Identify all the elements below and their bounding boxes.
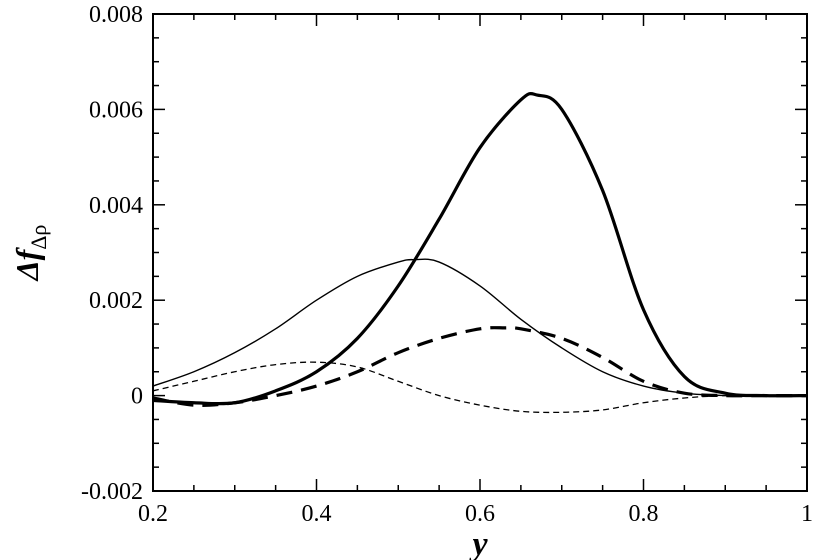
x-tick-label: 1	[801, 501, 813, 527]
y-tick-label: 0.004	[89, 193, 143, 219]
y-axis-title-main: Δf	[9, 246, 45, 282]
y-tick-label: 0.008	[89, 2, 143, 28]
tick-labels-layer: 0.2 0.4 0.6 0.8 1 -0.002 0 0.002 0.004 0.006 0.008	[81, 2, 813, 527]
plot-frame	[152, 13, 808, 492]
series-line-thick-dashed	[153, 326, 807, 407]
y-tick-label: 0.006	[89, 97, 143, 123]
series-layer	[153, 91, 807, 414]
x-axis-title: y	[468, 526, 488, 560]
ticks-layer	[152, 13, 808, 492]
x-tick-label: 0.2	[138, 501, 168, 527]
y-axis-title: ΔfΔρ	[9, 225, 51, 283]
y-tick-label: 0.002	[89, 288, 143, 314]
x-tick-label: 0.4	[302, 501, 332, 527]
y-tick-label: 0	[131, 384, 143, 410]
series-line-thick-solid	[153, 91, 807, 406]
y-axis-title-subscript: Δρ	[26, 225, 51, 250]
x-tick-label: 0.6	[465, 501, 495, 527]
x-tick-label: 0.8	[629, 501, 659, 527]
y-tick-label: -0.002	[81, 479, 143, 505]
series-line-thin-dashed	[153, 361, 807, 414]
